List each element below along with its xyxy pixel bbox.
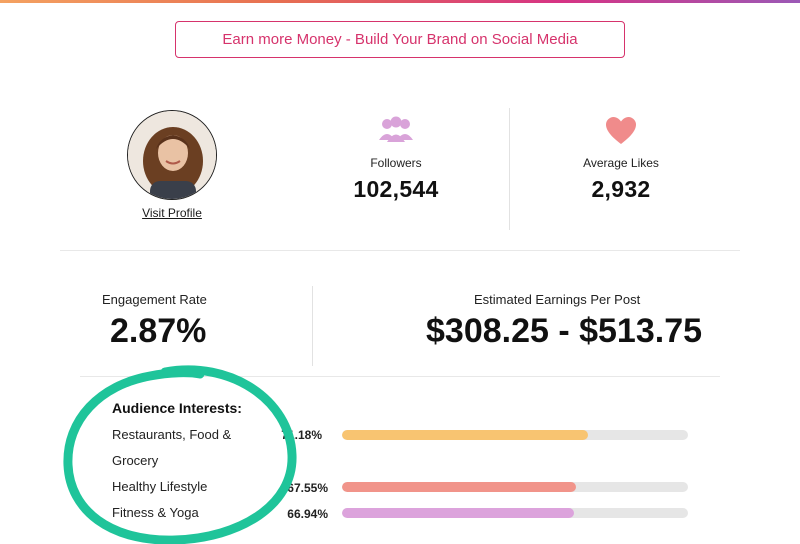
audience-interests-title: Audience Interests: xyxy=(112,400,242,416)
followers-label: Followers xyxy=(370,156,422,170)
interest-bar-fill xyxy=(342,430,589,440)
metrics-divider xyxy=(312,286,313,366)
interest-bar-fitness-yoga xyxy=(342,508,688,518)
earnings-label: Estimated Earnings Per Post xyxy=(474,292,641,307)
section-divider-top xyxy=(60,250,740,251)
engagement-rate-label: Engagement Rate xyxy=(102,292,207,307)
interest-label-line1: Restaurants, Food & xyxy=(112,427,232,442)
interest-label-healthy-lifestyle: Healthy Lifestyle xyxy=(112,474,207,500)
average-likes-value: 2,932 xyxy=(591,176,651,202)
build-brand-button[interactable]: Earn more Money - Build Your Brand on So… xyxy=(175,21,625,58)
earnings-value: $308.25 - $513.75 xyxy=(426,312,703,350)
average-likes-stat: Average Likes 2,932 xyxy=(566,116,676,203)
interest-label-restaurants: Restaurants, Food & Grocery xyxy=(112,422,231,474)
interest-bar-restaurants xyxy=(342,430,688,440)
interest-label-line2: Grocery xyxy=(112,453,159,468)
interest-bar-healthy-lifestyle xyxy=(342,482,688,492)
visit-profile-link[interactable]: Visit Profile xyxy=(142,206,202,220)
followers-value: 102,544 xyxy=(353,176,439,202)
interest-label-line1: Healthy Lifestyle xyxy=(112,479,208,494)
followers-stat: Followers 102,544 xyxy=(346,116,446,203)
average-likes-label: Average Likes xyxy=(583,156,659,170)
stats-divider xyxy=(509,108,510,230)
interest-bar-fill xyxy=(342,508,574,518)
interest-label-fitness-yoga: Fitness & Yoga xyxy=(112,500,199,526)
heart-icon xyxy=(606,117,636,144)
interest-pct-fitness-yoga: 66.94% xyxy=(287,507,328,521)
interest-pct-healthy-lifestyle: 67.55% xyxy=(287,481,328,495)
interest-pct-restaurants: 71.18% xyxy=(281,428,322,442)
interest-label-line1: Fitness & Yoga xyxy=(112,505,199,520)
engagement-rate-value: 2.87% xyxy=(110,312,207,350)
section-divider-bottom xyxy=(80,376,720,377)
top-accent-bar xyxy=(0,0,800,3)
avatar[interactable] xyxy=(127,110,217,200)
interest-bar-fill xyxy=(342,482,576,492)
people-icon xyxy=(379,116,413,142)
avatar-photo-icon xyxy=(128,111,216,199)
